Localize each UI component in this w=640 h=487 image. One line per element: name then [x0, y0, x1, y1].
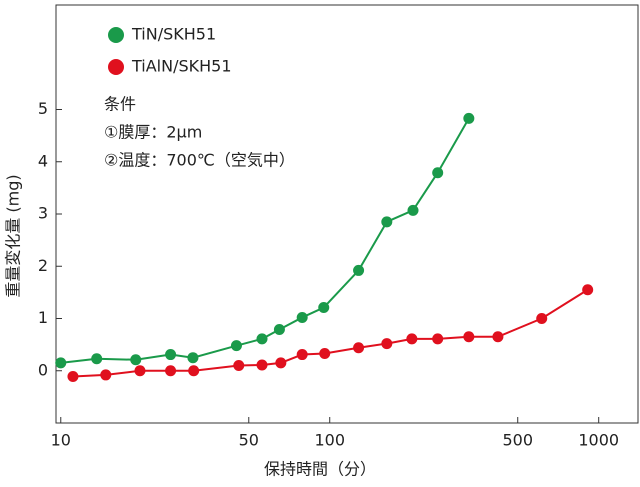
data-point [432, 333, 444, 345]
data-point [275, 357, 287, 369]
data-point [256, 333, 268, 345]
data-point [536, 313, 548, 324]
data-point [91, 353, 103, 365]
x-tick-label: 100 [314, 431, 345, 450]
legend-label: TiN/SKH51 [131, 25, 216, 44]
y-tick-label: 5 [38, 99, 48, 118]
data-point [318, 302, 330, 314]
legend-marker [108, 59, 124, 75]
data-point [463, 331, 475, 343]
x-tick-label: 500 [502, 431, 533, 450]
data-point [296, 311, 308, 323]
y-tick-label: 3 [38, 204, 48, 223]
y-axis-label: 重量変化量 (mg) [4, 174, 23, 297]
x-tick-label: 50 [239, 431, 259, 450]
data-point [406, 333, 418, 345]
y-tick-label: 4 [38, 151, 48, 170]
legend-marker [108, 27, 124, 43]
data-point [273, 323, 285, 335]
data-point [67, 370, 79, 382]
x-axis-label: 保持時間（分） [264, 460, 376, 479]
data-point [353, 264, 365, 276]
data-point [353, 342, 365, 354]
data-point [492, 331, 504, 343]
data-point [582, 284, 594, 296]
data-point [256, 359, 268, 371]
y-tick-label: 0 [38, 360, 48, 379]
data-point [134, 365, 146, 377]
data-point [55, 357, 67, 369]
annotation: 条件 [104, 95, 136, 114]
data-point [407, 204, 419, 216]
y-tick-label: 2 [38, 256, 48, 275]
data-point [165, 349, 177, 361]
data-point [187, 352, 199, 364]
data-point [432, 167, 444, 179]
data-point [319, 348, 331, 360]
data-point [230, 340, 242, 352]
legend-label: TiAlN/SKH51 [131, 57, 232, 76]
data-point [130, 354, 142, 366]
data-point [463, 112, 475, 124]
data-point [381, 216, 393, 228]
series-line [72, 288, 589, 378]
data-point [100, 369, 112, 381]
data-point [381, 338, 393, 350]
annotation: ②温度：700℃（空気中） [104, 151, 295, 170]
x-tick-label: 10 [51, 431, 71, 450]
data-point [233, 360, 245, 372]
x-tick-label: 1000 [578, 431, 619, 450]
y-tick-label: 1 [38, 308, 48, 327]
data-point [296, 349, 308, 361]
data-point [188, 365, 200, 377]
annotation: ①膜厚：2μm [104, 123, 202, 142]
data-point [165, 365, 177, 377]
